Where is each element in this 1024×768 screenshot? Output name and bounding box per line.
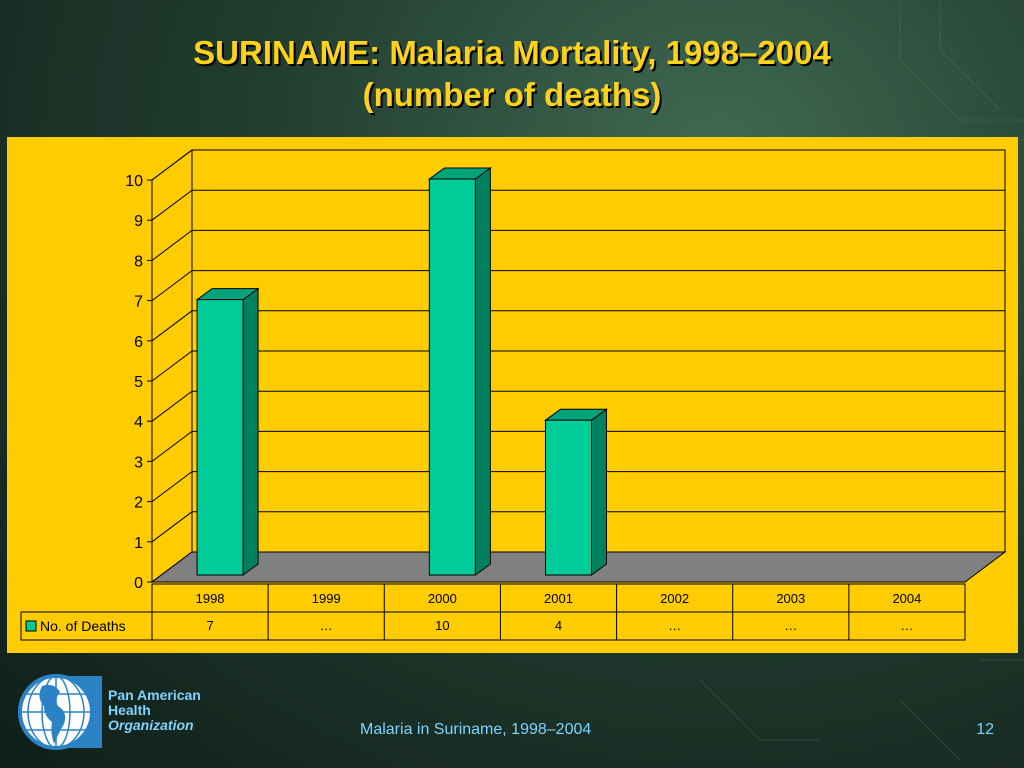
slide-title: SURINAME: Malaria Mortality, 1998–2004 (…	[0, 32, 1024, 116]
title-line-2: (number of deaths)	[362, 76, 662, 113]
table-value-2004: …	[900, 618, 913, 633]
paho-globe-logo	[18, 674, 102, 750]
gridline	[151, 390, 1005, 422]
y-tick-label: 9	[134, 213, 143, 230]
x-category-label: 1999	[312, 591, 341, 606]
y-tick-label: 5	[134, 374, 143, 391]
y-tick-label: 1	[134, 535, 143, 552]
gridline	[151, 430, 1005, 462]
table-header-row	[151, 583, 966, 613]
org-line-1: Pan American	[108, 687, 201, 703]
gridline	[151, 149, 1005, 181]
table-value-2001: 4	[555, 618, 562, 633]
x-category-label: 2001	[544, 591, 573, 606]
y-tick-label: 4	[134, 414, 143, 431]
table-value-2000: 10	[435, 618, 449, 633]
x-category-label: 2000	[428, 591, 457, 606]
gridline	[151, 511, 1005, 543]
title-line-1: SURINAME: Malaria Mortality, 1998–2004	[193, 34, 831, 71]
bar-front	[428, 178, 476, 576]
gridline	[151, 189, 1005, 221]
chart-panel: 0 1 2 3 4 5 6 7 8 9 10 1998 7 1999 … 2000 10 2001 4 2002 … 20…	[7, 137, 1018, 653]
page-number: 12	[976, 721, 994, 738]
bar-front	[545, 419, 592, 576]
x-category-label: 2002	[660, 591, 689, 606]
gridline	[151, 471, 1005, 503]
y-tick-label: 7	[134, 294, 143, 311]
org-line-3: Organization	[108, 717, 194, 733]
table-data-row	[20, 611, 966, 641]
table-value-2002: …	[668, 618, 681, 633]
y-tick-label: 0	[134, 575, 143, 592]
org-line-2: Health	[108, 702, 151, 718]
x-category-label: 2003	[776, 591, 805, 606]
table-value-2003: …	[784, 618, 797, 633]
y-tick-label: 8	[134, 253, 143, 270]
bar-chart: 0 1 2 3 4 5 6 7 8 9 10 1998 7 1999 … 2000 10 2001 4 2002 … 20…	[20, 149, 1007, 641]
y-tick-label: 2	[134, 495, 143, 512]
x-category-label: 1998	[196, 591, 225, 606]
gridline	[151, 350, 1005, 382]
y-tick-label: 10	[125, 173, 143, 190]
bar-side	[474, 167, 491, 576]
table-value-1999: …	[320, 618, 333, 633]
bar-1998	[195, 287, 260, 576]
organization-name: Pan American Health Organization	[108, 688, 201, 733]
y-tick-label: 3	[134, 454, 143, 471]
bar-2000	[427, 167, 492, 576]
x-category-label: 2004	[892, 591, 921, 606]
y-tick-label: 6	[134, 334, 143, 351]
legend-label: No. of Deaths	[40, 618, 126, 634]
bar-side	[242, 287, 259, 576]
gridline	[151, 310, 1005, 342]
bar-2001	[543, 408, 609, 576]
bar-front	[196, 299, 244, 576]
bar-side	[591, 408, 607, 576]
legend-swatch	[25, 620, 37, 632]
table-value-1998: 7	[206, 618, 213, 633]
gridline	[151, 270, 1005, 302]
footer-caption: Malaria in Suriname, 1998–2004	[360, 721, 592, 738]
gridline	[151, 229, 1005, 261]
